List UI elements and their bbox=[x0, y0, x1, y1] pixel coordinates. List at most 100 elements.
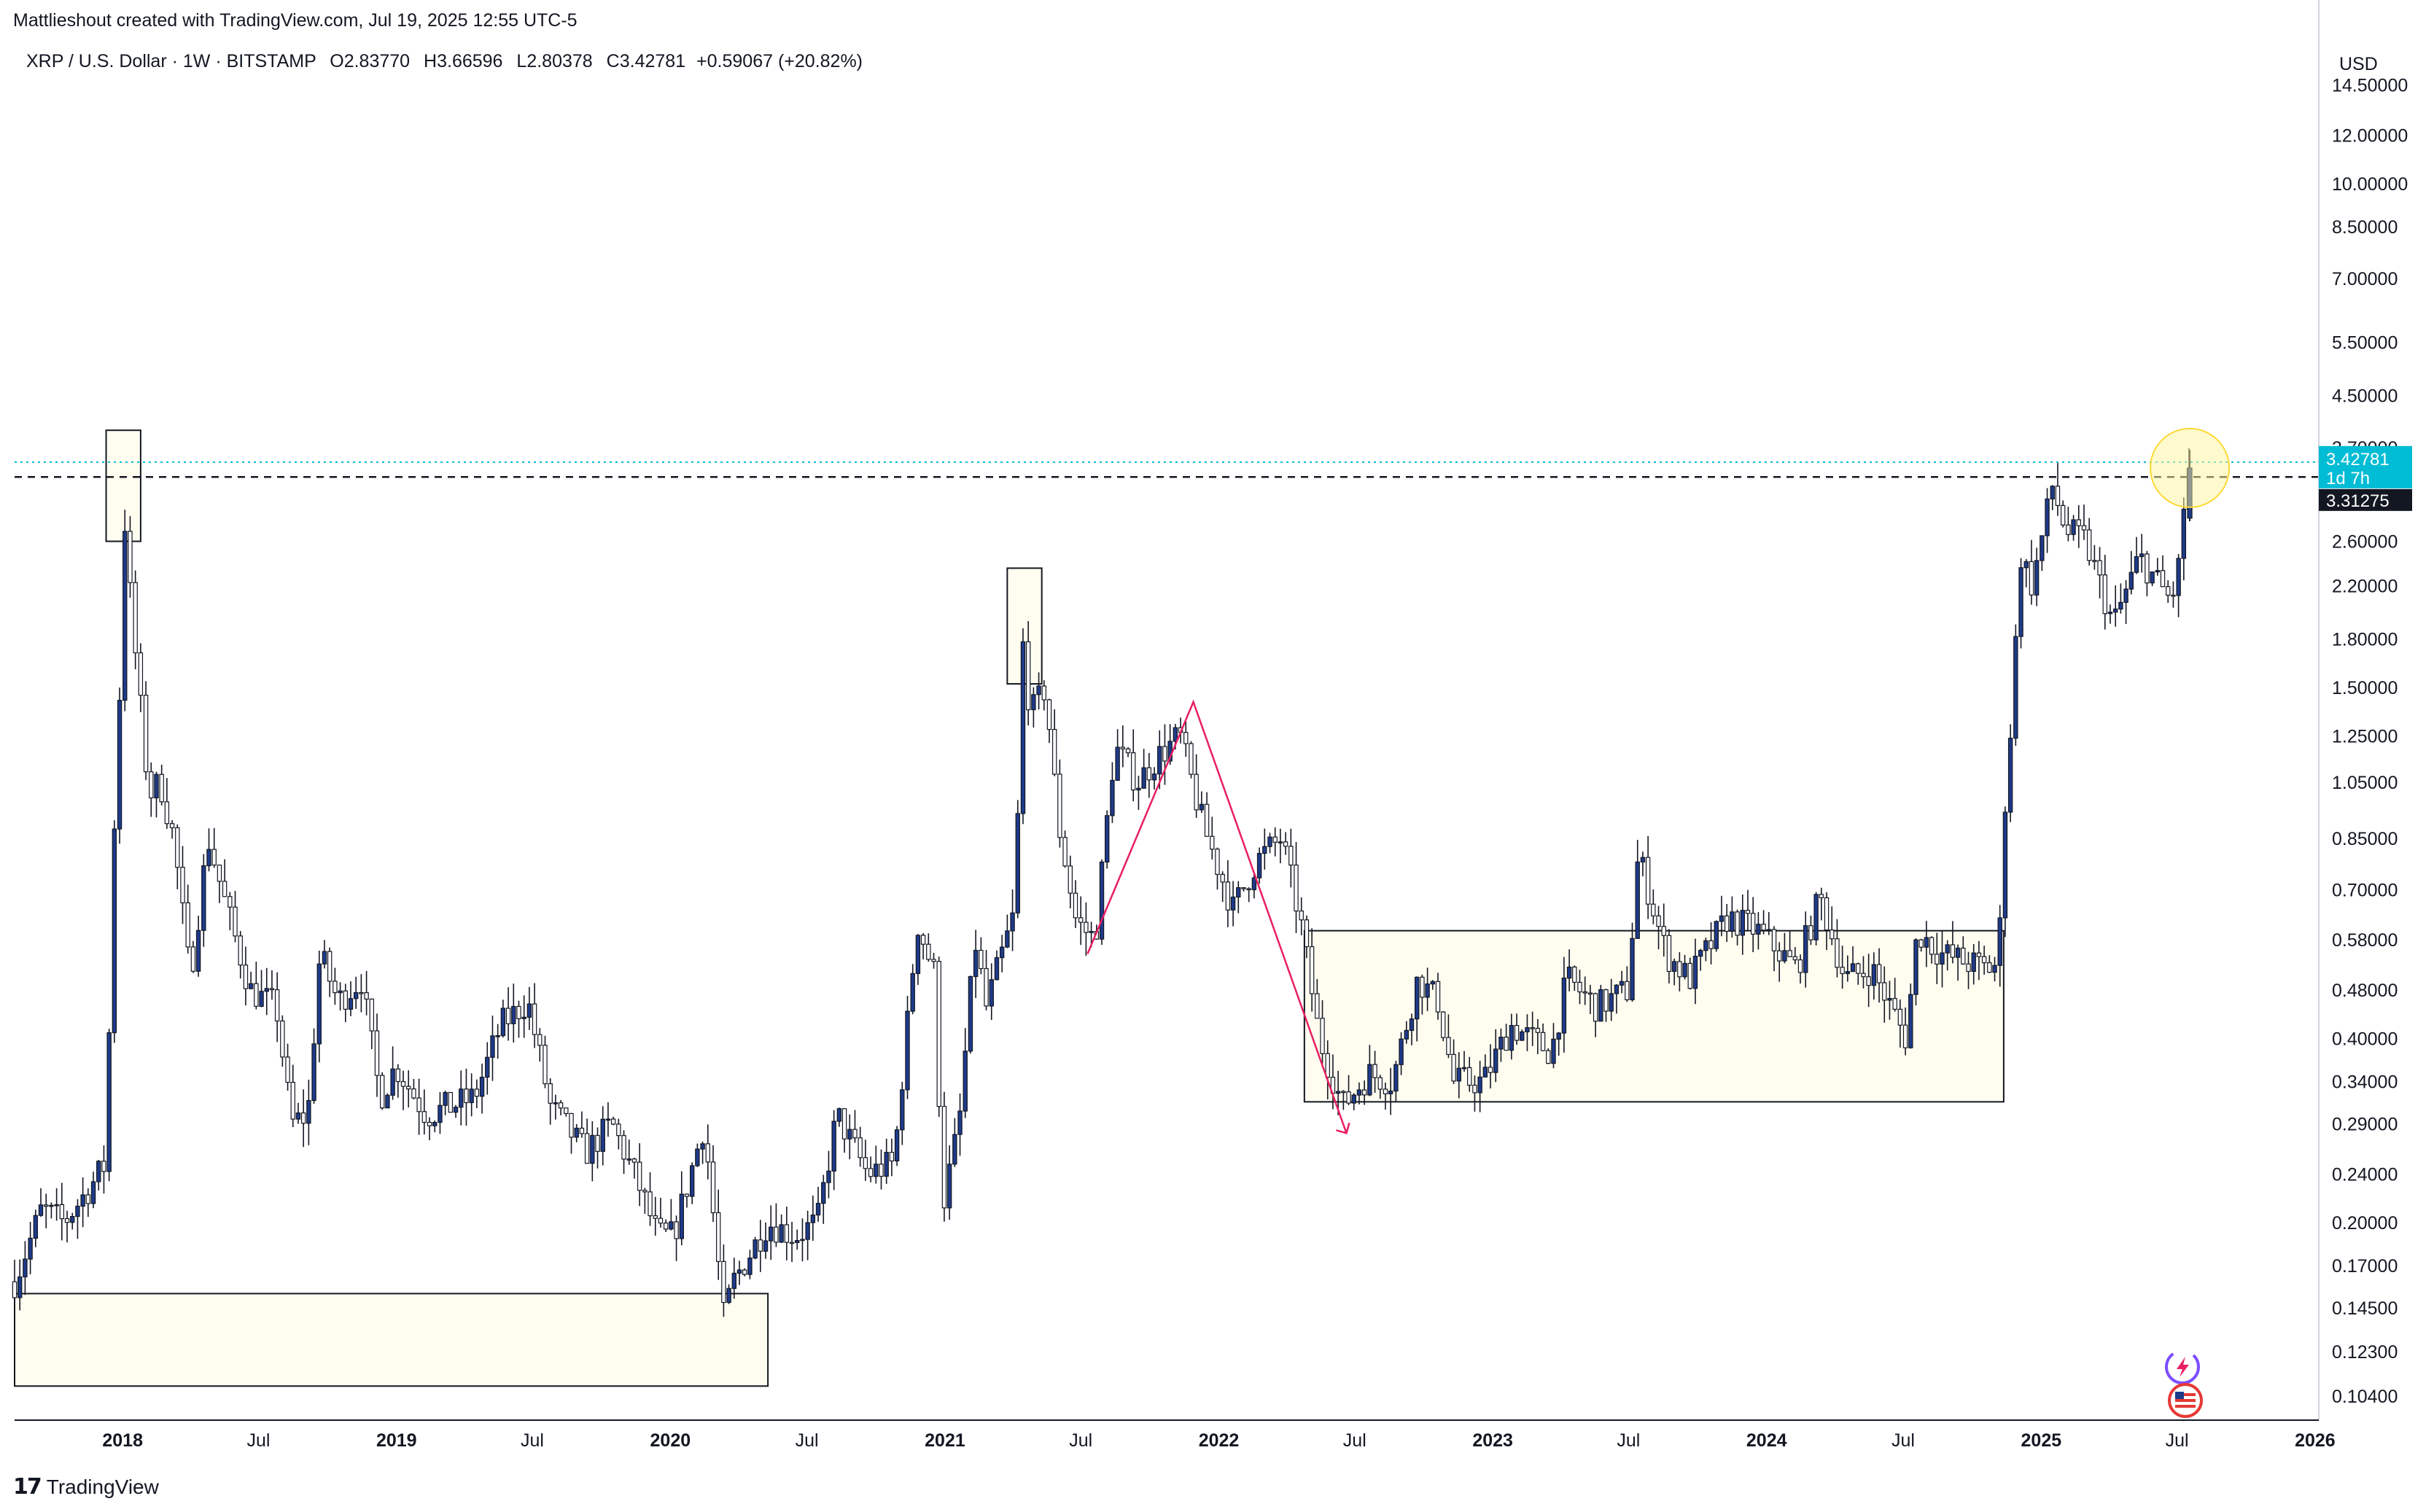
candle-body bbox=[1708, 940, 1714, 949]
highlight-circle[interactable] bbox=[2150, 427, 2231, 508]
candle-body bbox=[815, 1202, 821, 1216]
candle-body bbox=[1546, 1050, 1551, 1064]
candle-body bbox=[1251, 877, 1257, 891]
candle-body bbox=[868, 1168, 874, 1177]
zone-box[interactable] bbox=[105, 429, 141, 542]
candle-body bbox=[936, 961, 941, 1107]
candle-body bbox=[631, 1158, 637, 1163]
candle-body bbox=[1420, 976, 1425, 998]
candle-body bbox=[731, 1272, 737, 1289]
candle-body bbox=[836, 1108, 842, 1122]
x-tick-label: Jul bbox=[1891, 1430, 1915, 1451]
candle-body bbox=[1388, 1090, 1393, 1094]
symbol-name[interactable]: XRP / U.S. Dollar · 1W · BITSTAMP bbox=[26, 51, 316, 71]
candle-body bbox=[1046, 699, 1052, 730]
candle-body bbox=[2102, 574, 2107, 615]
candle-body bbox=[1803, 925, 1808, 973]
us-flag-icon[interactable] bbox=[2168, 1383, 2203, 1418]
candle-body bbox=[85, 1194, 91, 1204]
y-tick-label: 0.12300 bbox=[2332, 1342, 2398, 1363]
candle-body bbox=[274, 989, 280, 1022]
candle-body bbox=[1619, 981, 1625, 986]
candle-body bbox=[1005, 930, 1010, 948]
candle-body bbox=[526, 1003, 532, 1018]
y-tick-label: 0.20000 bbox=[2332, 1213, 2398, 1234]
candle-body bbox=[90, 1181, 96, 1204]
candle-body bbox=[474, 1088, 480, 1097]
candle-body bbox=[1078, 917, 1084, 923]
candle-body bbox=[23, 1258, 28, 1278]
candle-body bbox=[946, 1164, 952, 1209]
tradingview-logo[interactable]: 𝟭𝟳 TradingView bbox=[13, 1474, 159, 1500]
candle-body bbox=[543, 1045, 548, 1085]
lightning-icon[interactable] bbox=[2165, 1349, 2200, 1384]
ref-price-tag[interactable]: 3.31275 bbox=[2319, 488, 2412, 511]
y-tick-label: 0.85000 bbox=[2332, 829, 2398, 849]
candle-body bbox=[821, 1182, 826, 1204]
candle-body bbox=[369, 998, 375, 1032]
y-tick-label: 4.50000 bbox=[2332, 386, 2398, 407]
candle-body bbox=[1451, 1053, 1456, 1082]
candle-body bbox=[1997, 917, 2002, 966]
candle-body bbox=[2155, 570, 2161, 573]
brand-name: TradingView bbox=[46, 1475, 159, 1498]
candle-body bbox=[926, 943, 931, 960]
candle-body bbox=[443, 1091, 448, 1106]
candle-body bbox=[1645, 857, 1651, 905]
candle-body bbox=[994, 957, 1000, 981]
candle-body bbox=[206, 849, 211, 867]
candle-body bbox=[658, 1217, 664, 1224]
candle-body bbox=[1115, 747, 1120, 782]
candle-body bbox=[2150, 571, 2155, 584]
candle-body bbox=[28, 1237, 33, 1260]
candle-body bbox=[295, 1112, 301, 1120]
candle-body bbox=[1441, 1011, 1446, 1038]
y-tick-label: 1.25000 bbox=[2332, 726, 2398, 747]
axes: USD 14.50000 12.00000 10.00000 8.50000 7.000… bbox=[15, 0, 2408, 1451]
candle-body bbox=[1714, 921, 1719, 949]
y-tick-label: 5.50000 bbox=[2332, 333, 2398, 354]
zigzag-path[interactable] bbox=[1086, 699, 1348, 1134]
candle-body bbox=[2166, 586, 2171, 596]
candle-body bbox=[605, 1118, 611, 1121]
candle-body bbox=[164, 801, 170, 825]
candle-body bbox=[1530, 1027, 1535, 1029]
low-label: L bbox=[516, 51, 527, 71]
candle-body bbox=[1887, 997, 1892, 1001]
zone-box[interactable] bbox=[1303, 930, 2005, 1103]
candle-body bbox=[684, 1193, 690, 1197]
candle-body bbox=[1876, 964, 1882, 983]
candle-body bbox=[810, 1214, 816, 1223]
candle-body bbox=[1125, 748, 1131, 754]
candle-body bbox=[1698, 950, 1703, 957]
candle-body bbox=[689, 1165, 695, 1197]
candle-body bbox=[228, 896, 233, 908]
high-label: H bbox=[424, 51, 438, 71]
candle-body bbox=[1703, 940, 1708, 951]
y-tick-label: 8.50000 bbox=[2332, 217, 2398, 238]
candle-body bbox=[2040, 535, 2045, 561]
candle-body bbox=[101, 1161, 106, 1172]
zigzag-arrowhead bbox=[1336, 1122, 1350, 1134]
candle-body bbox=[1325, 1053, 1330, 1078]
candle-body bbox=[106, 1032, 112, 1172]
candle-body bbox=[1204, 803, 1210, 837]
candle-body bbox=[353, 991, 359, 999]
zone-box[interactable] bbox=[14, 1293, 769, 1387]
candle-body bbox=[1761, 924, 1766, 931]
y-tick-label: 2.20000 bbox=[2332, 576, 2398, 596]
candle-body bbox=[1850, 963, 1856, 973]
currency-label[interactable]: USD bbox=[2339, 54, 2378, 74]
candle-body bbox=[380, 1075, 385, 1109]
candle-body bbox=[306, 1099, 311, 1124]
candle-body bbox=[616, 1123, 621, 1137]
candle-body bbox=[1294, 864, 1299, 912]
candle-body bbox=[300, 1112, 306, 1124]
symbol-legend: XRP / U.S. Dollar · 1W · BITSTAMP O2.837… bbox=[26, 51, 863, 72]
candle-body bbox=[1955, 947, 1961, 958]
candle-body bbox=[1241, 886, 1246, 889]
candle-body bbox=[1225, 881, 1231, 911]
candle-body bbox=[1540, 1032, 1546, 1051]
